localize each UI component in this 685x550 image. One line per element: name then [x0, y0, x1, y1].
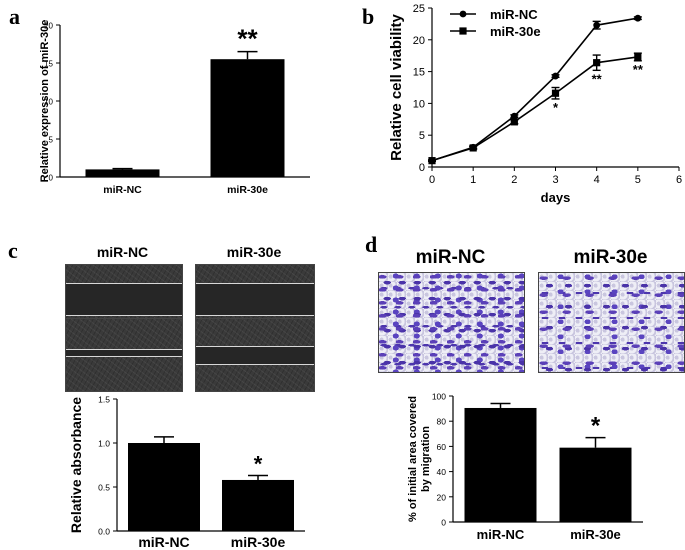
legend-marker	[459, 10, 467, 18]
bar	[210, 59, 285, 178]
series-line	[431, 17, 638, 162]
image-title-d-nc: miR-NC	[415, 247, 486, 268]
y-tick-label: 0.0	[98, 527, 110, 537]
bar	[85, 169, 160, 177]
legend-label: miR-30e	[490, 24, 541, 39]
x-tick-label: 1	[470, 174, 476, 186]
chart-a: 0 5 10 15 20 miR-NC miR-30e ** Relative expressi…	[39, 20, 310, 196]
bar	[222, 479, 294, 531]
x-tick-label: 4	[594, 174, 600, 186]
y-tick-label: 1.0	[98, 439, 110, 449]
data-point	[551, 89, 560, 97]
significance-marker: **	[592, 71, 603, 86]
bar	[464, 407, 537, 522]
image-title-c-nc: miR-NC	[96, 244, 149, 260]
significance-marker: *	[254, 452, 263, 477]
image-title-d-30e: miR-30e	[573, 247, 648, 268]
significance-marker: *	[591, 413, 601, 440]
y-axis-label: Relative absorbance	[68, 397, 84, 533]
bar	[128, 443, 200, 531]
y-axis-label: Relative cell viability	[388, 13, 405, 160]
scratch-image-30e-24h	[195, 318, 315, 392]
x-tick-label: 3	[552, 174, 558, 186]
data-point	[593, 59, 601, 67]
panel-label-d: d	[365, 232, 378, 257]
category-label: miR-NC	[103, 184, 142, 196]
x-tick-label: 0	[429, 174, 435, 186]
category-label: miR-NC	[138, 534, 189, 550]
y-axis-label: % of initial area covered	[407, 396, 419, 522]
y-tick-label: 20	[44, 22, 53, 31]
y-tick-label: 0.5	[98, 483, 110, 493]
data-point	[593, 21, 601, 29]
x-tick-label: 6	[676, 174, 682, 186]
y-tick-label: 60	[437, 442, 447, 452]
y-tick-label: 25	[413, 3, 425, 15]
chart-d: 0 20 40 60 80 100 miR-NC miR-30e * % of initial a…	[407, 392, 643, 542]
data-point	[510, 112, 518, 120]
y-tick-label: 100	[432, 392, 446, 402]
y-tick-label: 10	[413, 98, 425, 110]
data-point	[428, 157, 436, 165]
y-tick-label: 40	[437, 467, 447, 477]
category-label: miR-30e	[570, 527, 621, 542]
category-label: miR-30e	[227, 184, 268, 196]
y-axis-label: by migration	[420, 426, 432, 492]
panel-label-b: b	[362, 4, 375, 29]
chart-c: 0.0 0.5 1.0 1.5 miR-NC miR-30e * Relative absor…	[68, 395, 305, 550]
transwell-image-nc	[378, 272, 525, 373]
significance-marker: *	[553, 100, 559, 115]
data-point	[552, 72, 559, 80]
scratch-gap	[66, 349, 182, 357]
y-tick-label: 5	[49, 136, 54, 145]
x-axis-label: days	[541, 190, 571, 205]
series-line	[431, 56, 638, 162]
y-tick-label: 15	[44, 60, 53, 69]
scratch-gap	[196, 346, 314, 365]
data-point	[634, 53, 642, 61]
legend-label: miR-NC	[490, 7, 538, 22]
significance-marker: **	[633, 62, 644, 77]
category-label: miR-30e	[231, 534, 286, 550]
panel-label-c: c	[8, 238, 18, 263]
y-tick-label: 10	[44, 98, 53, 107]
y-tick-label: 20	[413, 35, 425, 47]
panel-label-a: a	[9, 4, 20, 29]
y-tick-label: 0	[419, 162, 425, 174]
scratch-gap	[196, 283, 314, 316]
data-point	[634, 14, 642, 22]
category-label: miR-NC	[477, 527, 525, 542]
y-tick-label: 15	[413, 67, 425, 79]
legend-marker	[459, 27, 467, 35]
y-tick-label: 0	[49, 174, 54, 183]
y-tick-label: 5	[419, 130, 425, 142]
data-point	[510, 118, 518, 126]
y-tick-label: 0	[441, 518, 446, 528]
bar	[559, 447, 632, 522]
y-tick-label: 80	[437, 417, 447, 427]
y-tick-label: 1.5	[98, 395, 110, 405]
y-axis-label: Relative expression of miR-30e	[39, 20, 51, 183]
y-tick-label: 20	[437, 492, 447, 502]
transwell-image-30e	[538, 272, 685, 373]
data-point	[469, 144, 477, 152]
x-tick-label: 2	[511, 174, 517, 186]
scratch-gap	[66, 283, 182, 316]
significance-marker: **	[237, 24, 258, 54]
scratch-image-nc-24h	[65, 318, 183, 392]
image-title-c-30e: miR-30e	[226, 244, 282, 260]
x-tick-label: 5	[635, 174, 641, 186]
